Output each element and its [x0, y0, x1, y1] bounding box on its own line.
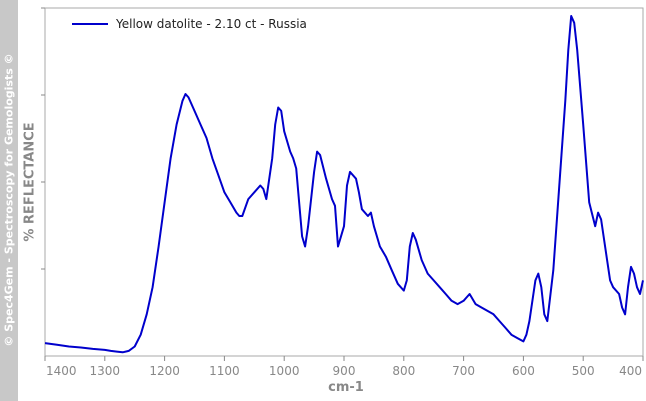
y-axis-ticks — [41, 7, 45, 270]
y-axis-label: % REFLECTANCE — [22, 122, 38, 242]
plot-area — [44, 7, 644, 357]
legend: Yellow datolite - 2.10 ct - Russia — [72, 17, 307, 31]
watermark-text: © Spec4Gem - Spectroscopy for Gemologist… — [2, 53, 16, 347]
watermark-strip: © Spec4Gem - Spectroscopy for Gemologist… — [0, 0, 18, 401]
x-tick-label: 500 — [572, 364, 595, 378]
series-line — [44, 15, 644, 354]
legend-label: Yellow datolite - 2.10 ct - Russia — [115, 17, 307, 31]
x-tick-label: 600 — [512, 364, 535, 378]
x-tick-label: 800 — [392, 364, 415, 378]
x-tick-label: 1300 — [90, 364, 121, 378]
series-layer — [44, 15, 644, 354]
x-tick-label: 1100 — [209, 364, 240, 378]
x-tick-label: 1200 — [149, 364, 180, 378]
x-tick-label: 1000 — [269, 364, 300, 378]
x-tick-label: 900 — [333, 364, 356, 378]
x-axis-tick-labels: 1400 1300 1200 1100 1000 900 800 700 600 500 400 — [46, 364, 642, 378]
x-axis-label: cm-1 — [328, 380, 364, 395]
x-tick-label: 700 — [452, 364, 475, 378]
x-tick-label: 400 — [619, 364, 642, 378]
x-tick-label: 1400 — [46, 364, 77, 378]
x-axis-ticks — [44, 356, 644, 361]
